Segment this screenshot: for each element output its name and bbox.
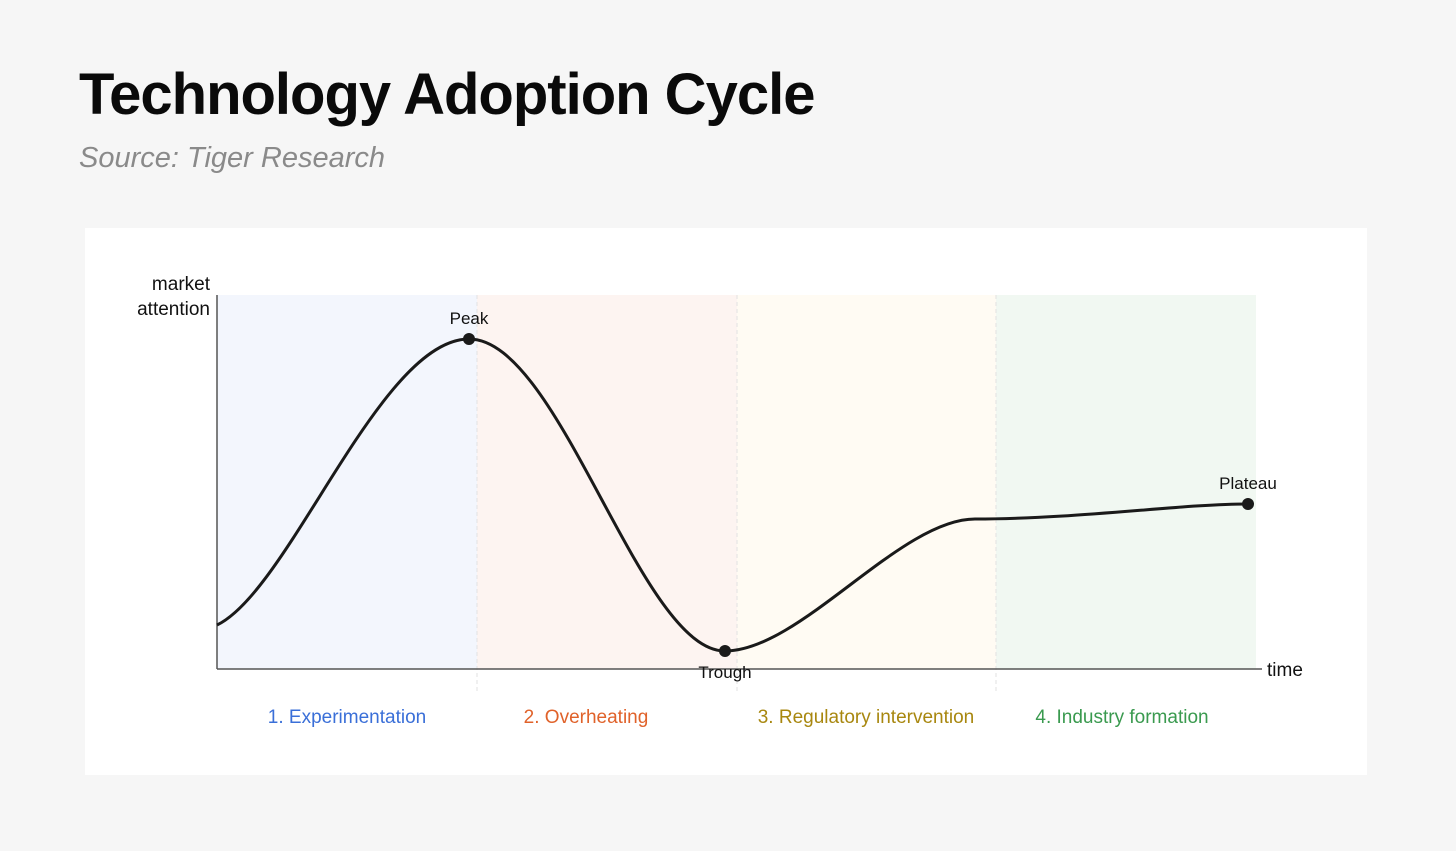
phase-label: 1. Experimentation xyxy=(268,707,426,728)
point-label: Plateau xyxy=(1219,474,1277,493)
point-marker xyxy=(719,645,731,657)
title: Technology Adoption Cycle xyxy=(79,62,814,127)
point-label: Peak xyxy=(450,309,489,328)
adoption-curve xyxy=(216,337,1249,653)
point-marker xyxy=(463,333,475,345)
y-axis-label: attention xyxy=(137,299,210,320)
phase-band xyxy=(737,295,996,669)
point-marker xyxy=(1242,498,1254,510)
y-axis-label: market xyxy=(152,274,211,295)
phase-dividers xyxy=(476,295,997,692)
x-axis-label: time xyxy=(1267,660,1303,681)
subtitle: Source: Tiger Research xyxy=(79,142,385,174)
point-label: Trough xyxy=(698,663,751,682)
phase-label: 4. Industry formation xyxy=(1035,707,1208,728)
phase-label: 2. Overheating xyxy=(524,707,649,728)
phase-label: 3. Regulatory intervention xyxy=(758,707,975,728)
phase-band xyxy=(217,295,477,669)
phase-band xyxy=(996,295,1256,669)
phase-band xyxy=(477,295,737,669)
